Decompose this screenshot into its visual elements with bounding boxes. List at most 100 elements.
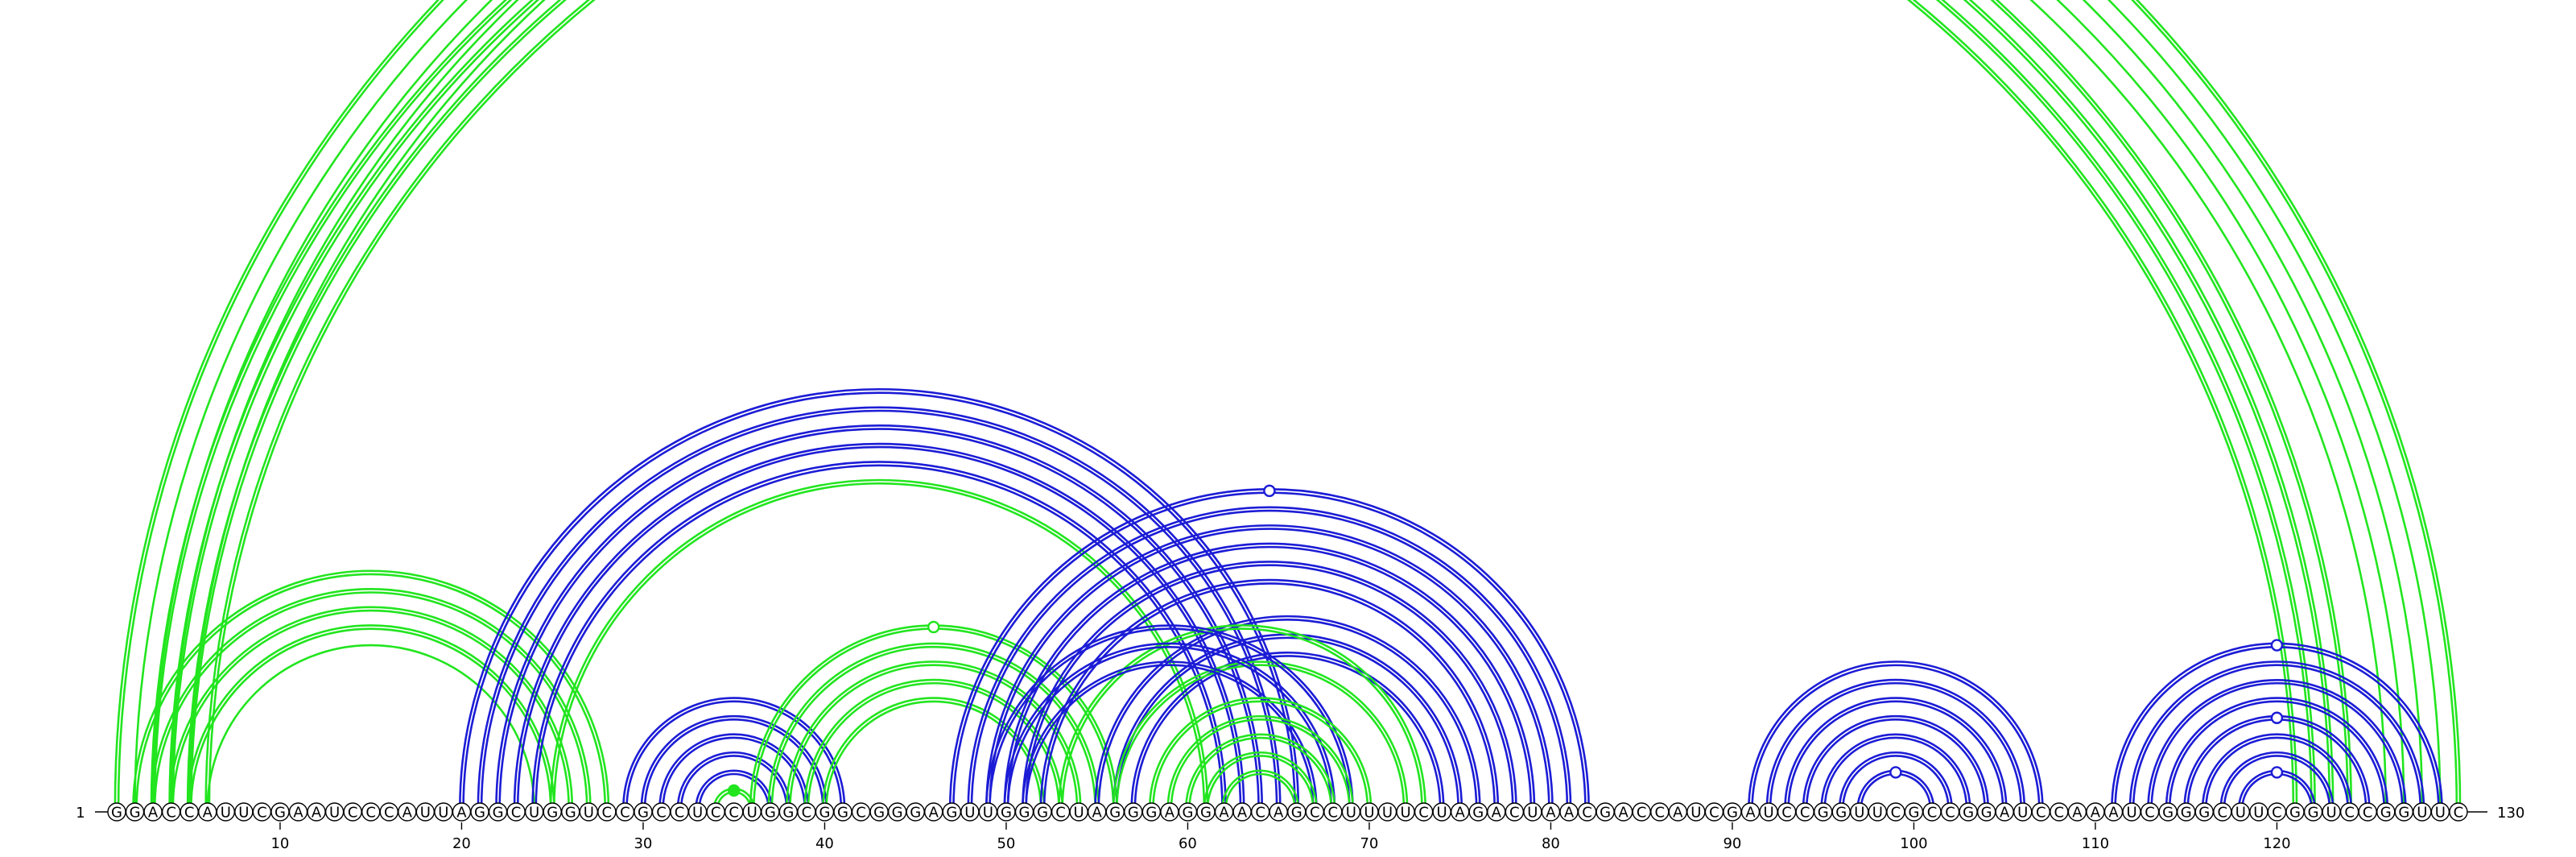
base-pair-arc-4-127 [171, 0, 2405, 809]
nucleotide-25: G [543, 803, 561, 822]
nucleotide-letter: C [1310, 805, 1320, 822]
nucleotide-129: U [2431, 803, 2449, 822]
base-pair-arc-4-26-1 [170, 607, 572, 809]
nucleotide-letter: C [365, 805, 376, 822]
nucleotide-49: U [979, 803, 997, 822]
nucleotide-letter: C [2454, 805, 2464, 822]
nucleotide-letter: C [620, 805, 630, 822]
nucleotide-120: C [2268, 803, 2285, 822]
nucleotide-99: C [1887, 803, 1905, 822]
nucleotide-123: U [2322, 803, 2340, 822]
nucleotide-letter: G [946, 805, 957, 822]
nucleotide-letter: G [765, 805, 776, 822]
nucleotide-letter: A [1673, 805, 1683, 822]
nucleotide-letter: U [2326, 805, 2337, 822]
nucleotide-letter: U [983, 805, 993, 822]
nucleotide-4: C [163, 803, 180, 822]
tick-label-50: 50 [997, 835, 1015, 852]
nucleotide-61: G [1197, 803, 1215, 822]
nucleotide-8: U [235, 803, 253, 822]
nucleotide-86: C [1651, 803, 1669, 822]
nucleotide-letter: C [1945, 805, 1955, 822]
nucleotide-letter: G [2162, 805, 2174, 822]
nucleotide-letter: G [130, 805, 141, 822]
nucleotide-letter: G [1835, 805, 1847, 822]
arc-marker-36-56 [928, 622, 939, 632]
nucleotide-letter: U [1437, 805, 1447, 822]
nucleotide-106: U [2014, 803, 2032, 822]
nucleotide-letter: G [2398, 805, 2409, 822]
nucleotide-33: U [689, 803, 707, 822]
nucleotide-89: C [1705, 803, 1723, 822]
nucleotide-letter: C [729, 805, 739, 822]
nucleotide-38: G [779, 803, 797, 822]
nucleotide-letter: G [782, 805, 794, 822]
base-pair-arcs [115, 0, 2460, 809]
nucleotide-letter: U [2435, 805, 2446, 822]
nucleotide-letter: A [929, 805, 939, 822]
nucleotide-79: U [1524, 803, 1542, 822]
nucleotide-56: G [1106, 803, 1124, 822]
nucleotide-letter: G [2289, 805, 2301, 822]
nucleotide-letter: U [2126, 805, 2136, 822]
nucleotide-letter: G [1291, 805, 1302, 822]
nucleotide-letter: C [511, 805, 522, 822]
nucleotide-16: C [380, 803, 398, 822]
nucleotide-70: U [1360, 803, 1378, 822]
nucleotide-23: C [507, 803, 525, 822]
nucleotide-letter: C [257, 805, 267, 822]
nucleotide-57: G [1125, 803, 1142, 822]
nucleotide-letter: U [529, 805, 539, 822]
nucleotide-75: A [1451, 803, 1469, 822]
nucleotide-letter: G [547, 805, 558, 822]
nucleotide-32: C [671, 803, 688, 822]
arc-marker-47-82 [1264, 486, 1274, 496]
nucleotide-127: G [2395, 803, 2413, 822]
arc-marker-111-129 [2272, 640, 2282, 651]
nucleotide-29: C [616, 803, 634, 822]
nucleotide-letter: A [148, 805, 159, 822]
nucleotide-letter: G [1146, 805, 1157, 822]
nucleotide-74: U [1433, 803, 1451, 822]
nucleotide-76: G [1469, 803, 1487, 822]
nucleotide-letter: C [384, 805, 394, 822]
nucleotide-65: A [1269, 803, 1287, 822]
nucleotide-64: C [1252, 803, 1269, 822]
base-pair-arc-115-125-2 [2188, 719, 2366, 809]
tick-label-20: 20 [452, 835, 471, 852]
nucleotide-letter: G [638, 805, 649, 822]
nucleotide-62: A [1216, 803, 1233, 822]
nucleotide-13: U [326, 803, 344, 822]
nucleotide-85: C [1633, 803, 1650, 822]
nucleotide-3: A [144, 803, 162, 822]
nucleotide-letter: A [293, 805, 303, 822]
nucleotide-103: G [1959, 803, 1977, 822]
nucleotide-10: G [271, 803, 289, 822]
nucleotide-113: C [2141, 803, 2159, 822]
nucleotide-92: U [1760, 803, 1777, 822]
nucleotide-50: G [997, 803, 1015, 822]
nucleotide-letter: C [675, 805, 685, 822]
nucleotide-104: G [1978, 803, 1996, 822]
nucleotide-letter: U [329, 805, 340, 822]
tick-label-30: 30 [634, 835, 652, 852]
nucleotide-letter: U [584, 805, 594, 822]
nucleotide-letter: G [1182, 805, 1193, 822]
nucleotide-letter: G [275, 805, 286, 822]
nucleotide-letter: A [402, 805, 413, 822]
nucleotide-116: G [2195, 803, 2213, 822]
nucleotide-55: A [1088, 803, 1106, 822]
nucleotide-letter: U [438, 805, 448, 822]
tick-label-90: 90 [1723, 835, 1741, 852]
nucleotide-11: A [290, 803, 308, 822]
base-pair-arc-32-38-1 [678, 752, 791, 809]
tick-label-80: 80 [1542, 835, 1560, 852]
nucleotide-105: A [1996, 803, 2013, 822]
nucleotide-letter: G [837, 805, 848, 822]
nucleotide-letter: A [456, 805, 467, 822]
nucleotide-46: A [925, 803, 943, 822]
nucleotide-letter: A [2072, 805, 2083, 822]
nucleotide-letter: U [1527, 805, 1538, 822]
